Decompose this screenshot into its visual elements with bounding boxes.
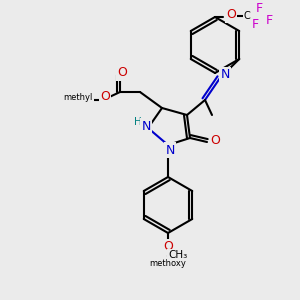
Text: O: O — [226, 8, 236, 22]
Text: O: O — [100, 91, 110, 103]
Text: O: O — [163, 241, 173, 254]
Text: F: F — [266, 14, 273, 28]
Text: N: N — [220, 68, 230, 82]
Text: methoxy: methoxy — [150, 259, 186, 268]
Text: C: C — [244, 11, 250, 21]
Text: N: N — [141, 119, 151, 133]
Text: methyl: methyl — [63, 94, 93, 103]
Text: O: O — [210, 134, 220, 146]
Text: F: F — [251, 19, 259, 32]
Text: CH₃: CH₃ — [168, 250, 188, 260]
Text: N: N — [165, 143, 175, 157]
Text: O: O — [117, 67, 127, 80]
Text: H: H — [134, 117, 142, 127]
Text: F: F — [255, 2, 262, 16]
